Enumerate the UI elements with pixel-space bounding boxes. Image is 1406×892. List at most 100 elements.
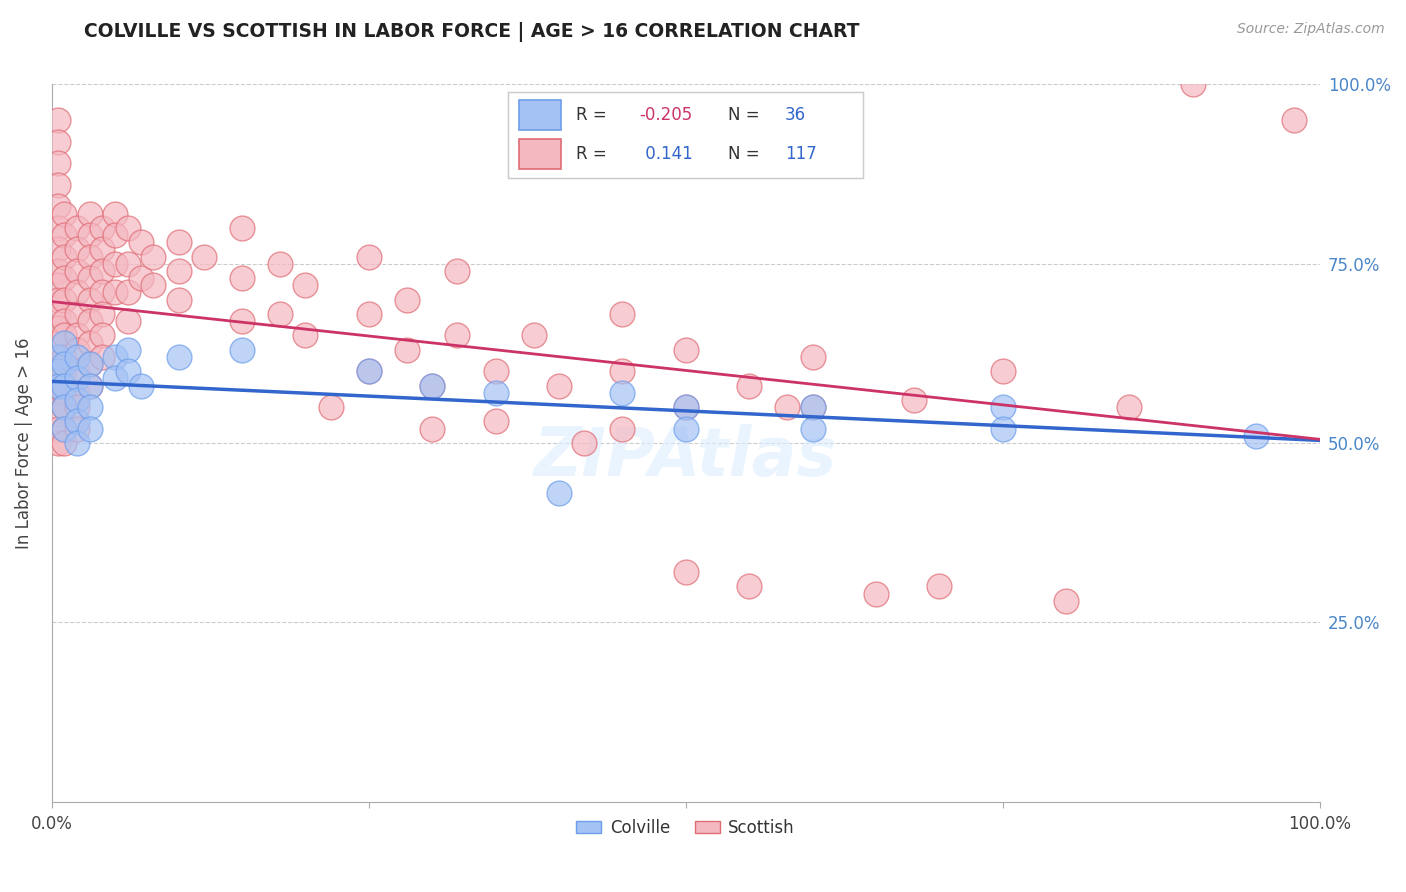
Point <box>53 436 76 450</box>
Point <box>91 350 114 364</box>
Point <box>79 227 101 242</box>
Legend: Colville, Scottish: Colville, Scottish <box>569 812 801 844</box>
Point <box>420 422 443 436</box>
Point <box>104 285 127 300</box>
Point <box>738 378 761 392</box>
Point <box>66 415 89 429</box>
Point <box>46 335 69 350</box>
Point <box>420 378 443 392</box>
Point <box>484 415 506 429</box>
Point <box>79 422 101 436</box>
Point <box>66 264 89 278</box>
Point <box>484 364 506 378</box>
Point <box>53 378 76 392</box>
Text: ZIPAtlas: ZIPAtlas <box>534 425 837 491</box>
Point <box>294 328 316 343</box>
Point <box>193 250 215 264</box>
Point <box>66 436 89 450</box>
Point <box>53 271 76 285</box>
Point <box>79 378 101 392</box>
Point <box>129 378 152 392</box>
Point <box>46 135 69 149</box>
Point <box>231 220 253 235</box>
Point <box>104 206 127 220</box>
Point <box>53 350 76 364</box>
Point <box>117 257 139 271</box>
Point <box>675 422 697 436</box>
Y-axis label: In Labor Force | Age > 16: In Labor Force | Age > 16 <box>15 337 32 549</box>
Point <box>117 220 139 235</box>
Point <box>66 400 89 414</box>
Point <box>66 392 89 407</box>
Point <box>167 235 190 250</box>
Point <box>91 243 114 257</box>
Point <box>446 328 468 343</box>
Point <box>53 227 76 242</box>
Point <box>738 579 761 593</box>
Point <box>66 350 89 364</box>
Point <box>66 243 89 257</box>
Point <box>79 357 101 371</box>
Point <box>231 343 253 357</box>
Point <box>79 378 101 392</box>
Point <box>1181 78 1204 92</box>
Point <box>675 400 697 414</box>
Point <box>46 293 69 307</box>
Point <box>446 264 468 278</box>
Point <box>46 378 69 392</box>
Point <box>104 227 127 242</box>
Point <box>66 285 89 300</box>
Point <box>357 307 380 321</box>
Point <box>53 385 76 400</box>
Point <box>117 343 139 357</box>
Point <box>675 565 697 579</box>
Point <box>1118 400 1140 414</box>
Point <box>420 378 443 392</box>
Point <box>1284 113 1306 128</box>
Point <box>79 357 101 371</box>
Point <box>46 199 69 213</box>
Point <box>53 400 76 414</box>
Point <box>66 328 89 343</box>
Point <box>66 307 89 321</box>
Point <box>548 486 571 500</box>
Point <box>675 343 697 357</box>
Text: COLVILLE VS SCOTTISH IN LABOR FORCE | AGE > 16 CORRELATION CHART: COLVILLE VS SCOTTISH IN LABOR FORCE | AG… <box>84 22 860 42</box>
Point <box>53 206 76 220</box>
Point <box>231 271 253 285</box>
Point <box>91 220 114 235</box>
Point <box>231 314 253 328</box>
Point <box>801 400 824 414</box>
Point <box>612 307 634 321</box>
Point <box>395 293 418 307</box>
Point <box>53 314 76 328</box>
Point <box>46 307 69 321</box>
Point <box>53 400 76 414</box>
Point <box>53 357 76 371</box>
Point <box>675 400 697 414</box>
Point <box>991 422 1014 436</box>
Point <box>991 364 1014 378</box>
Point <box>79 293 101 307</box>
Point <box>357 364 380 378</box>
Point <box>117 314 139 328</box>
Point <box>294 278 316 293</box>
Point <box>104 350 127 364</box>
Point <box>53 293 76 307</box>
Point <box>79 314 101 328</box>
Point <box>66 385 89 400</box>
Point <box>167 350 190 364</box>
Point <box>395 343 418 357</box>
Point <box>117 364 139 378</box>
Point <box>79 206 101 220</box>
Point <box>46 156 69 170</box>
Point <box>66 343 89 357</box>
Point <box>46 220 69 235</box>
Point <box>91 285 114 300</box>
Point <box>46 243 69 257</box>
Point <box>129 271 152 285</box>
Point <box>269 257 291 271</box>
Point <box>46 436 69 450</box>
Point <box>46 364 69 378</box>
Point <box>801 422 824 436</box>
